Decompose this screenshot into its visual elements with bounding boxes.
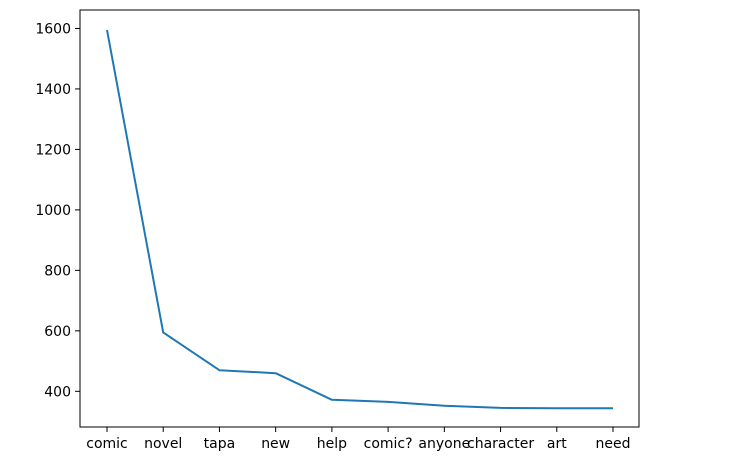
- y-tick-label: 400: [44, 384, 71, 400]
- y-tick-label: 1200: [35, 142, 71, 158]
- x-tick-label: anyone: [418, 436, 470, 452]
- x-tick-label: need: [596, 436, 631, 452]
- y-tick-label: 600: [44, 324, 71, 340]
- x-tick-label: help: [317, 436, 347, 452]
- y-tick-label: 1400: [35, 82, 71, 98]
- x-tick-label: comic?: [364, 436, 413, 452]
- y-tick-label: 1000: [35, 203, 71, 219]
- x-tick-label: new: [261, 436, 290, 452]
- x-tick-label: novel: [144, 436, 182, 452]
- y-tick-label: 1600: [35, 21, 71, 37]
- x-tick-label: comic: [86, 436, 128, 452]
- y-tick-label: 800: [44, 263, 71, 279]
- x-tick-label: art: [547, 436, 567, 452]
- x-tick-label: tapa: [204, 436, 236, 452]
- plot-area: [80, 10, 639, 427]
- x-tick-label: character: [467, 436, 534, 452]
